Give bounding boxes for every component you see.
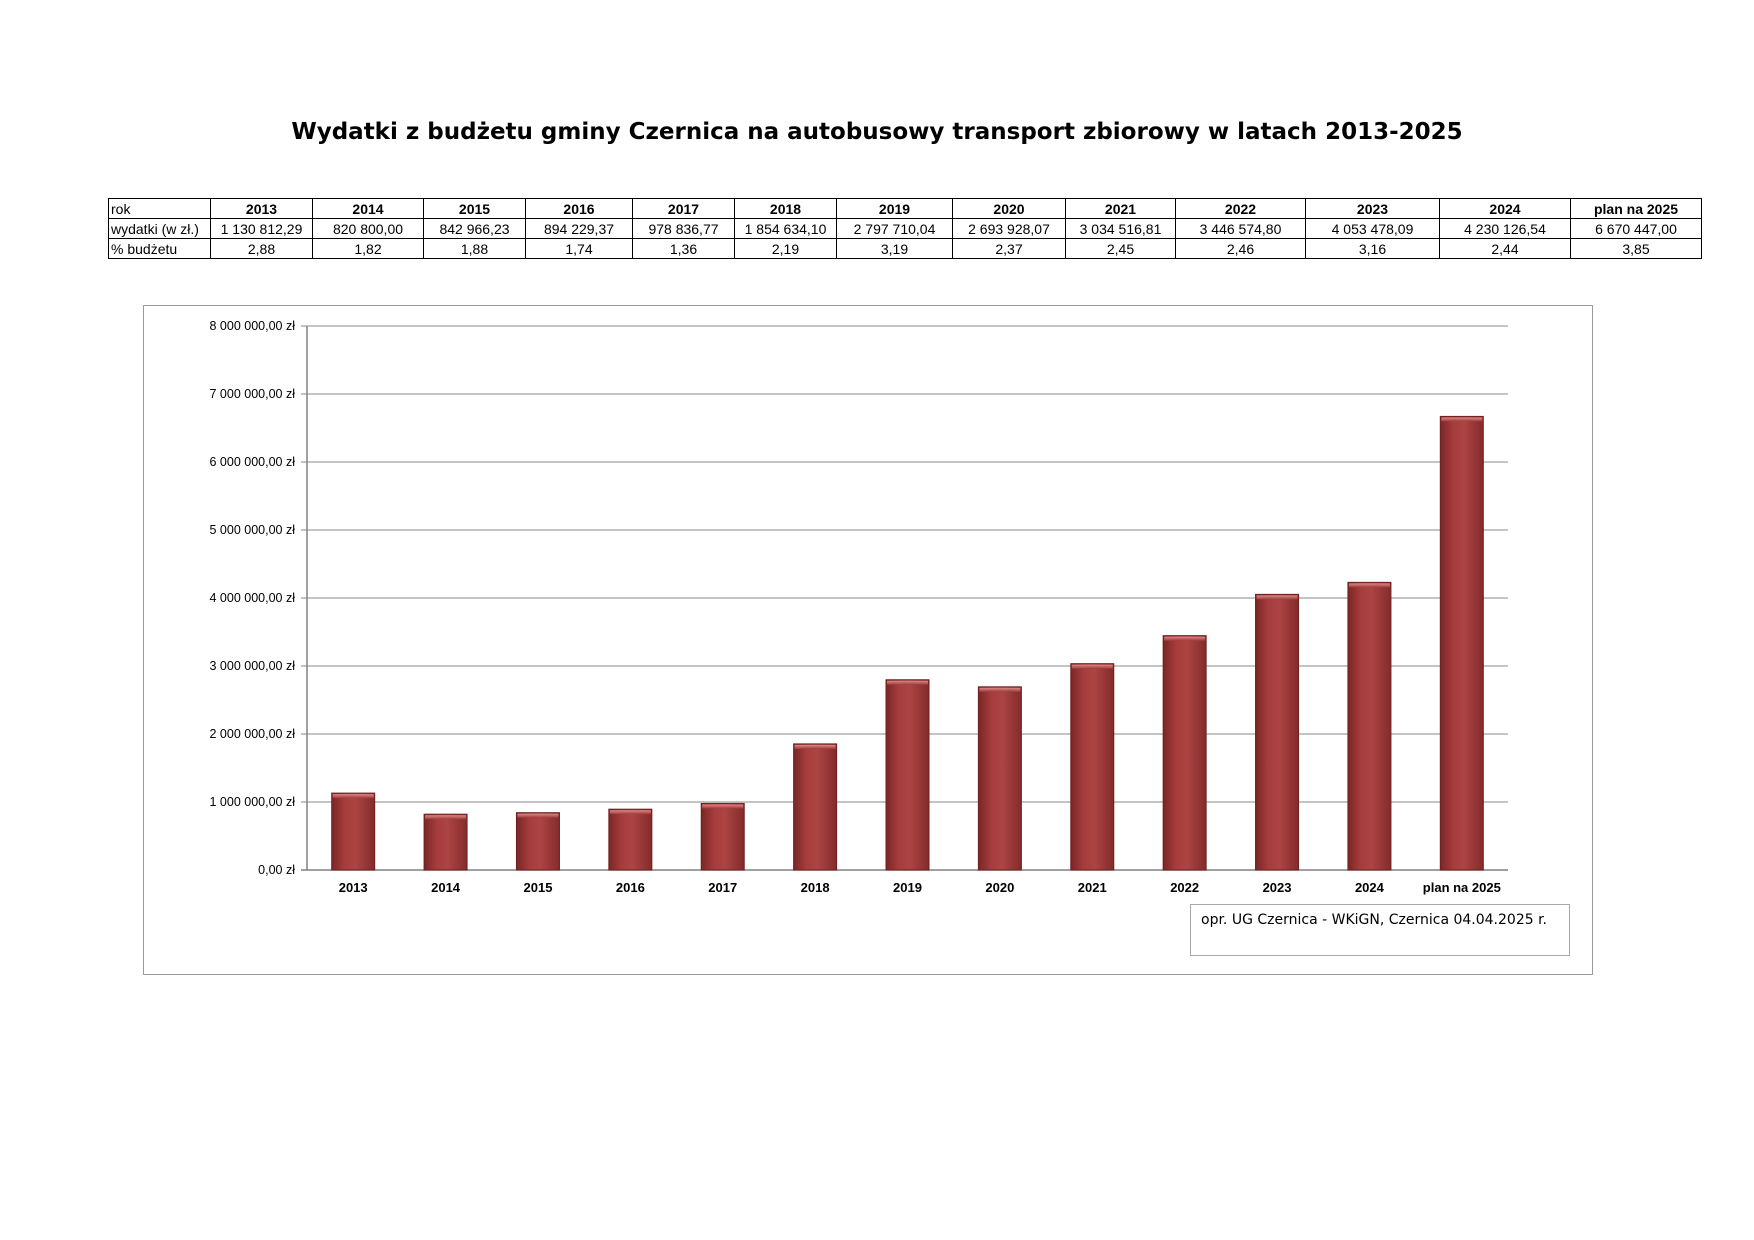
x-tick-label: 2019 bbox=[893, 880, 922, 895]
table-cell: 3 034 516,81 bbox=[1065, 218, 1176, 239]
table-cell: 2023 bbox=[1305, 198, 1440, 219]
table-cell: 2 797 710,04 bbox=[836, 218, 953, 239]
table-row-expenses: wydatki (w zł.) 1 130 812,29 820 800,00 842… bbox=[108, 218, 1702, 239]
bar bbox=[608, 808, 653, 871]
table-row-label: wydatki (w zł.) bbox=[108, 218, 211, 239]
table-cell: 2016 bbox=[525, 198, 633, 219]
table-cell: 3,85 bbox=[1570, 238, 1702, 259]
bar bbox=[331, 792, 376, 871]
x-axis-tick-labels: 2013 2014 2015 2016 2017 2018 2019 2020 2021 2022… bbox=[339, 880, 1501, 895]
table-cell: 2,37 bbox=[952, 238, 1066, 259]
x-tick-label: 2017 bbox=[708, 880, 737, 895]
bar bbox=[1347, 581, 1392, 871]
y-tick-label: 2 000 000,00 zł bbox=[210, 727, 296, 741]
y-tick-label: 0,00 zł bbox=[258, 863, 295, 877]
bar bbox=[793, 743, 838, 871]
bar bbox=[977, 686, 1022, 871]
bars bbox=[331, 415, 1484, 871]
x-tick-label: 2022 bbox=[1170, 880, 1199, 895]
y-tick-label: 4 000 000,00 zł bbox=[210, 591, 296, 605]
table-cell: 978 836,77 bbox=[632, 218, 735, 239]
table-cell: 1,74 bbox=[525, 238, 633, 259]
y-tick-label: 6 000 000,00 zł bbox=[210, 455, 296, 469]
bar bbox=[1070, 663, 1115, 871]
table-cell: 6 670 447,00 bbox=[1570, 218, 1702, 239]
x-tick-label: 2021 bbox=[1078, 880, 1107, 895]
table-cell: 1 854 634,10 bbox=[734, 218, 837, 239]
data-table: rok 2013 2014 2015 2016 2017 2018 2019 2020 2021 2… bbox=[108, 198, 1702, 259]
bar bbox=[1255, 593, 1300, 871]
table-cell: 4 230 126,54 bbox=[1439, 218, 1571, 239]
y-tick-label: 8 000 000,00 zł bbox=[210, 319, 296, 333]
table-cell: 1,36 bbox=[632, 238, 735, 259]
table-cell: 3,19 bbox=[836, 238, 953, 259]
table-cell: 1,88 bbox=[423, 238, 526, 259]
table-cell: 2,45 bbox=[1065, 238, 1176, 259]
x-tick-label: 2020 bbox=[985, 880, 1014, 895]
table-row-label: % budżetu bbox=[108, 238, 211, 259]
bar bbox=[1439, 415, 1484, 871]
bar bbox=[885, 679, 930, 871]
x-tick-label: 2016 bbox=[616, 880, 645, 895]
x-tick-label: 2015 bbox=[524, 880, 553, 895]
x-tick-label: 2013 bbox=[339, 880, 368, 895]
table-cell: 2,88 bbox=[210, 238, 313, 259]
bar bbox=[1162, 635, 1207, 871]
table-cell: 2,19 bbox=[734, 238, 837, 259]
x-tick-label: 2018 bbox=[801, 880, 830, 895]
table-cell: 2,46 bbox=[1175, 238, 1306, 259]
bar bbox=[423, 813, 468, 871]
bar bbox=[700, 802, 745, 871]
y-tick-label: 3 000 000,00 zł bbox=[210, 659, 296, 673]
x-tick-label: plan na 2025 bbox=[1423, 880, 1501, 895]
table-row-budget-pct: % budżetu 2,88 1,82 1,88 1,74 1,36 2,19 3,19 2,3… bbox=[108, 238, 1702, 259]
y-tick-label: 5 000 000,00 zł bbox=[210, 523, 296, 537]
table-cell: 4 053 478,09 bbox=[1305, 218, 1440, 239]
table-cell: 2018 bbox=[734, 198, 837, 219]
table-cell: 820 800,00 bbox=[312, 218, 424, 239]
x-tick-label: 2014 bbox=[431, 880, 461, 895]
y-tick-label: 7 000 000,00 zł bbox=[210, 387, 296, 401]
bar bbox=[515, 812, 560, 871]
chart-frame bbox=[143, 305, 1593, 975]
x-tick-label: 2023 bbox=[1263, 880, 1292, 895]
x-tick-label: 2024 bbox=[1355, 880, 1385, 895]
page-title: Wydatki z budżetu gminy Czernica na auto… bbox=[291, 119, 1463, 145]
y-tick-label: 1 000 000,00 zł bbox=[210, 795, 296, 809]
source-note: opr. UG Czernica - WKiGN, Czernica 04.04… bbox=[1190, 904, 1570, 956]
table-row-year: rok 2013 2014 2015 2016 2017 2018 2019 2020 2021 2… bbox=[108, 198, 1702, 219]
y-axis-tick-labels: 0,00 zł 1 000 000,00 zł 2 000 000,00 zł 3 0… bbox=[210, 319, 296, 877]
